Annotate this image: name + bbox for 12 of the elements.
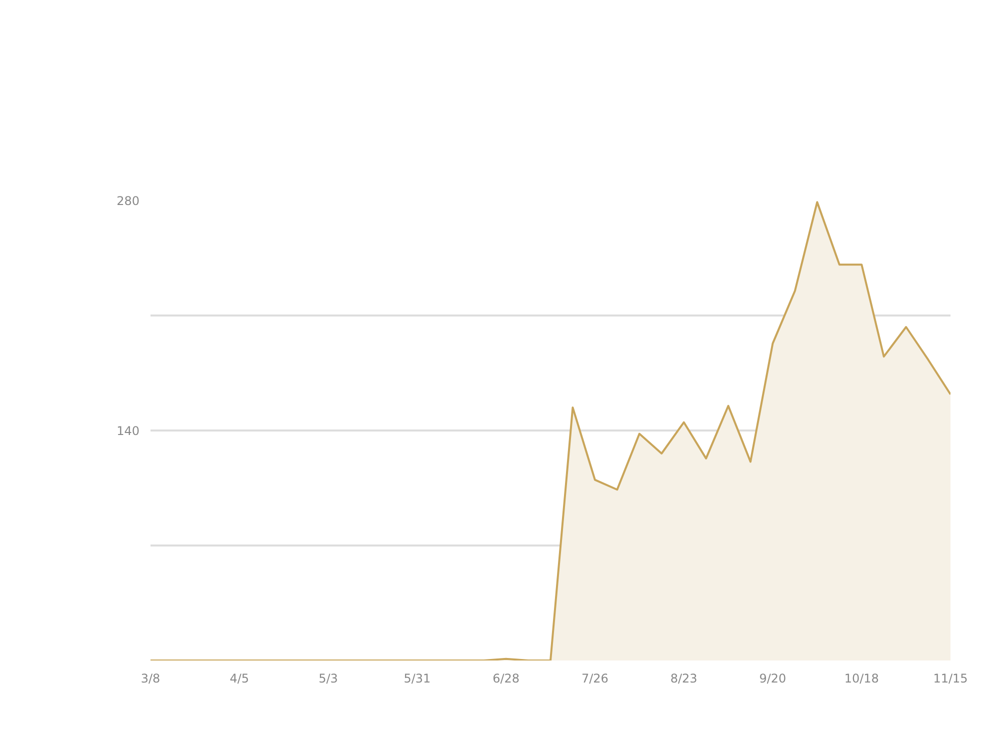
- x-tick-label: 3/8: [140, 672, 160, 686]
- x-tick-label: 10/18: [844, 672, 879, 686]
- y-tick-label: 280: [116, 194, 140, 208]
- x-tick-label: 5/3: [318, 672, 338, 686]
- y-tick-label: 140: [116, 424, 140, 438]
- x-tick-label: 7/26: [581, 672, 608, 686]
- x-tick-label: 8/23: [670, 672, 698, 686]
- x-tick-label: 11/15: [933, 672, 968, 686]
- x-tick-label: 6/28: [492, 672, 520, 686]
- x-tick-label: 4/5: [230, 672, 250, 686]
- x-tick-label: 9/20: [759, 672, 786, 686]
- x-tick-label: 5/31: [404, 672, 431, 686]
